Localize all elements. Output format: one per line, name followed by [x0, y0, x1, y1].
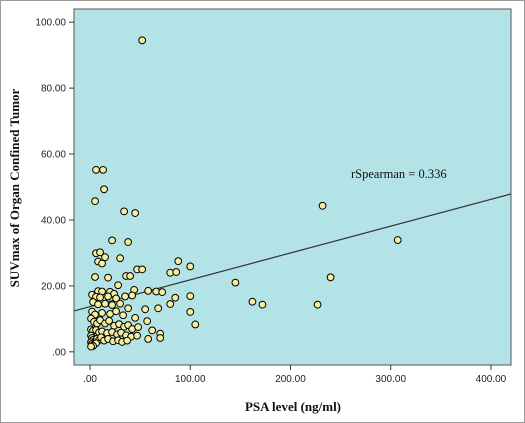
data-point: [126, 272, 135, 280]
data-point: [124, 238, 133, 246]
data-point: [128, 291, 137, 300]
data-point: [124, 304, 133, 313]
data-point: [116, 299, 125, 308]
data-point: [92, 165, 100, 174]
data-point: [96, 293, 104, 302]
data-point: [131, 209, 140, 217]
correlation-annotation: rSpearman = 0.336: [351, 167, 447, 181]
data-point: [186, 292, 195, 301]
x-tick-label: 300.00: [375, 374, 406, 385]
x-tick-label: 100.00: [175, 374, 206, 385]
data-point: [174, 257, 183, 266]
y-axis-title: SUVmax of Organ Confined Tumor: [7, 88, 22, 287]
data-point: [166, 300, 175, 308]
data-point: [138, 265, 147, 274]
data-points: [87, 36, 402, 351]
data-point: [112, 307, 120, 316]
y-tick-label: 20.00: [41, 281, 66, 292]
data-point: [91, 273, 99, 281]
data-point: [186, 262, 195, 271]
data-point: [108, 236, 116, 245]
data-point: [104, 292, 112, 301]
data-point: [393, 236, 402, 244]
data-point: [141, 305, 150, 314]
data-point: [91, 197, 99, 206]
data-point: [121, 292, 130, 301]
y-tick-label: 40.00: [41, 215, 66, 226]
data-point: [144, 335, 153, 343]
data-point: [131, 313, 140, 322]
y-tick-label: 60.00: [41, 150, 66, 161]
data-point: [101, 299, 109, 308]
data-point: [104, 273, 112, 282]
data-point: [96, 248, 104, 257]
x-tick-label: 200.00: [275, 374, 306, 385]
y-tick-label: .00: [52, 347, 66, 358]
data-point: [313, 300, 322, 309]
data-point: [116, 254, 125, 263]
data-point: [318, 201, 327, 210]
data-point: [186, 308, 195, 316]
x-axis: .00 100.00 200.00 300.00 400.00: [83, 365, 507, 385]
data-point: [133, 331, 142, 340]
y-tick-label: 80.00: [41, 84, 66, 95]
data-point: [119, 311, 128, 320]
data-point: [114, 281, 123, 290]
data-point: [120, 207, 129, 216]
data-point: [171, 293, 180, 302]
data-point: [144, 286, 153, 295]
x-axis-title: PSA level (ng/ml): [245, 399, 341, 414]
data-point: [143, 317, 152, 326]
y-axis: .00 20.00 40.00 60.00 80.00 100.00: [35, 18, 74, 358]
data-point: [231, 278, 240, 287]
data-point: [98, 259, 106, 268]
data-point: [158, 288, 167, 297]
data-point: [258, 300, 267, 309]
data-point: [99, 165, 107, 174]
data-point: [87, 342, 95, 351]
data-point: [138, 36, 147, 45]
x-tick-label: .00: [83, 374, 97, 385]
data-point: [172, 268, 181, 276]
data-point: [154, 304, 163, 313]
data-point: [98, 309, 106, 317]
data-point: [123, 336, 132, 345]
x-tick-label: 400.00: [476, 374, 507, 385]
data-point: [248, 297, 257, 306]
data-point: [108, 301, 116, 309]
data-point: [191, 320, 200, 329]
data-point: [105, 316, 113, 325]
data-point: [148, 326, 157, 335]
plot-area: [73, 8, 512, 366]
data-point: [326, 273, 335, 282]
data-point: [101, 253, 109, 262]
data-point: [112, 294, 120, 303]
y-tick-label: 100.00: [35, 18, 66, 29]
data-point: [94, 300, 102, 309]
data-point: [156, 334, 165, 342]
data-point: [100, 185, 108, 194]
data-point: [134, 323, 143, 331]
